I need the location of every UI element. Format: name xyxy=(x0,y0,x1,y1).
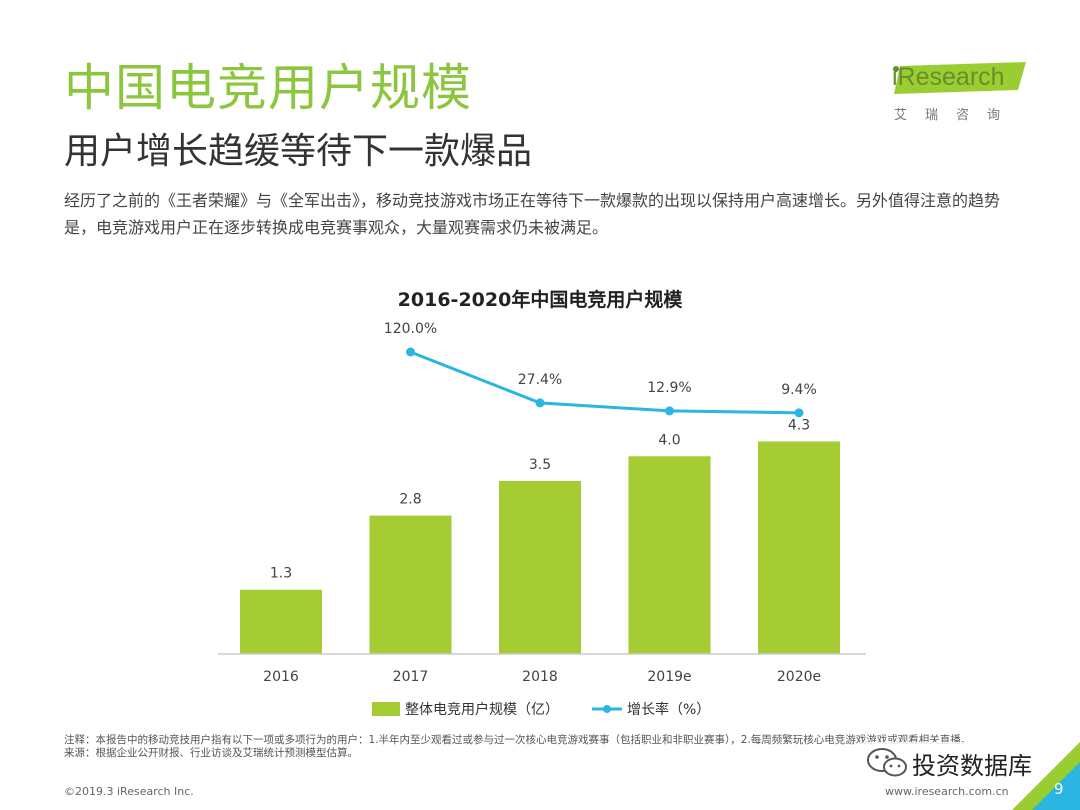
bar-label-2020e: 4.3 xyxy=(788,417,810,433)
x-tick-2019e: 2019e xyxy=(647,669,691,685)
note-text: 注释：本报告中的移动竞技用户指有以下一项或多项行为的用户：1.半年内至少观看过或… xyxy=(64,734,972,746)
x-tick-2016: 2016 xyxy=(263,669,299,685)
bar-label-2018: 3.5 xyxy=(529,457,551,473)
bar-label-2016: 1.3 xyxy=(270,566,292,582)
page-subtitle: 用户增长趋缓等待下一款爆品 xyxy=(64,131,533,172)
page-number: 9 xyxy=(1054,780,1064,798)
x-tick-2020e: 2020e xyxy=(777,669,821,685)
intro-paragraph: 经历了之前的《王者荣耀》与《全军出击》，移动竞技游戏市场正在等待下一款爆款的出现… xyxy=(64,191,1001,237)
growth-point-2019e xyxy=(665,406,674,416)
growth-label-2018: 27.4% xyxy=(518,372,562,388)
legend-bar-label: 整体电竞用户规模（亿） xyxy=(405,701,559,718)
growth-rate-line xyxy=(409,350,800,415)
legend-line-label: 增长率（%） xyxy=(627,701,710,718)
notes-block: 注释：本报告中的移动竞技用户指有以下一项或多项行为的用户：1.半年内至少观看过或… xyxy=(64,734,1030,760)
copyright: ©2019.3 iResearch Inc. xyxy=(64,785,194,798)
growth-point-2018 xyxy=(535,398,545,408)
legend-line-marker xyxy=(603,705,611,713)
logo-wordmark: iResearch xyxy=(892,63,1005,91)
bar-2019e xyxy=(628,456,711,654)
watermark-text: 投资数据库 xyxy=(912,752,1032,780)
bar-2017 xyxy=(369,515,452,654)
growth-label-2019e: 12.9% xyxy=(647,380,691,396)
growth-label-2017: 120.0% xyxy=(384,321,437,337)
source-text: 来源：根据企业公开财报、行业访谈及艾瑞统计预测模型估算。 xyxy=(64,747,358,759)
page-title: 中国电竞用户规模 xyxy=(64,59,472,117)
watermark: 投资数据库 xyxy=(860,742,1056,782)
growth-point-2020e xyxy=(794,408,804,418)
legend-bar-swatch xyxy=(372,702,400,716)
user-scale-chart: 2016-2020年中国电竞用户规模 1.3 2.8 3.5 4.0 4.3 120.0… xyxy=(218,288,866,718)
wechat-icon xyxy=(867,748,907,777)
bar-label-2017: 2.8 xyxy=(399,492,421,508)
bar-2018 xyxy=(499,481,581,654)
bar-2016 xyxy=(240,589,322,654)
website-url[interactable]: www.iresearch.com.cn xyxy=(885,785,1009,798)
x-tick-2018: 2018 xyxy=(522,669,558,685)
chart-title: 2016-2020年中国电竞用户规模 xyxy=(398,288,684,311)
iresearch-logo: iResearch 艾瑞咨询 xyxy=(870,60,1030,123)
growth-point-2017 xyxy=(406,347,415,357)
x-tick-2017: 2017 xyxy=(393,669,429,685)
logo-chinese: 艾瑞咨询 xyxy=(894,108,1019,123)
growth-label-2020e: 9.4% xyxy=(781,382,817,398)
bar-label-2019e: 4.0 xyxy=(658,432,680,448)
bar-2020e xyxy=(758,441,840,654)
logo-swoosh-icon xyxy=(893,62,1026,94)
